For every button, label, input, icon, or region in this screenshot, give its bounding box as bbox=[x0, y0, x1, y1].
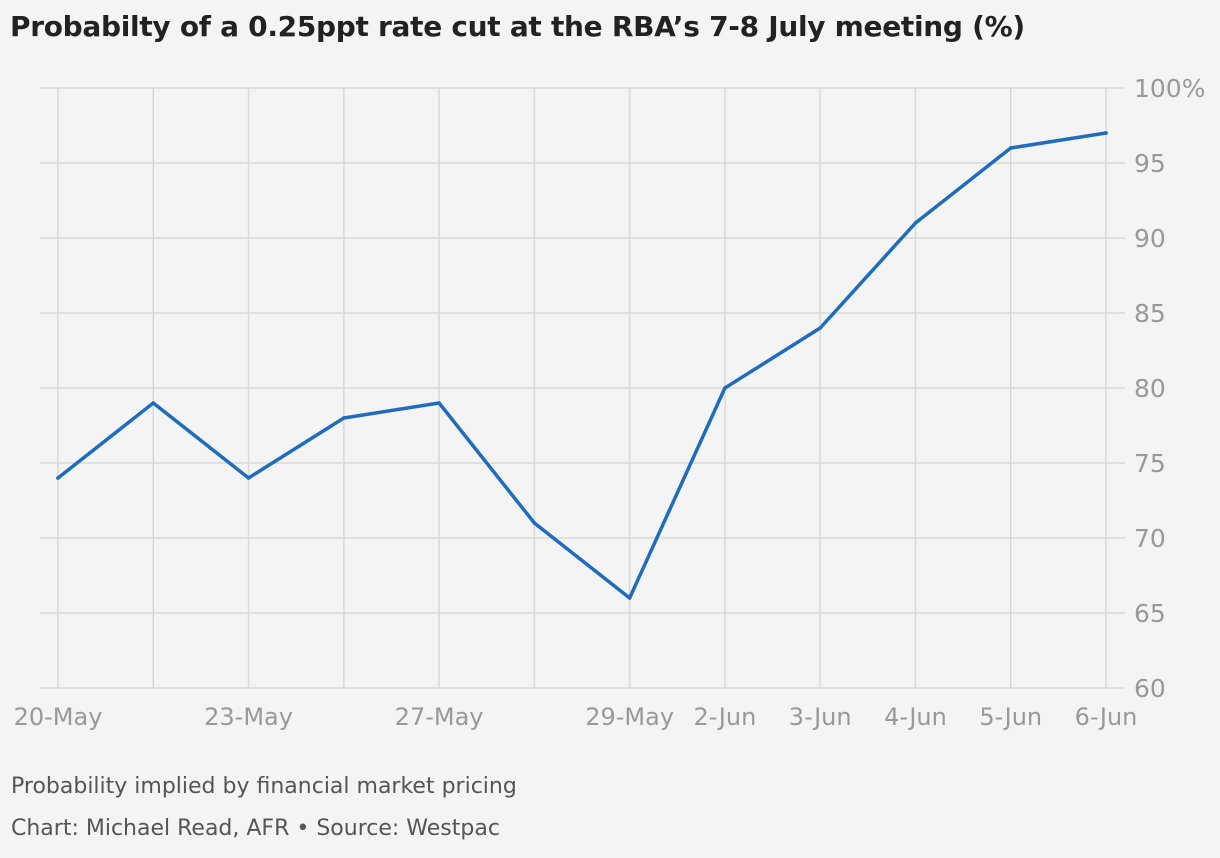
data-point bbox=[246, 476, 251, 480]
y-tick-label: 75 bbox=[1134, 449, 1166, 478]
x-tick-label: 23-May bbox=[204, 703, 293, 731]
x-tick-label: 3-Jun bbox=[789, 703, 852, 731]
data-point bbox=[723, 386, 727, 390]
chart-subtitle: Probability implied by financial market … bbox=[11, 774, 517, 799]
chart-credit: Chart: Michael Read, AFR • Source: Westp… bbox=[11, 816, 500, 841]
y-tick-label: 65 bbox=[1134, 599, 1166, 628]
x-tick-label: 6-Jun bbox=[1075, 703, 1138, 731]
y-tick-label: 70 bbox=[1134, 524, 1166, 553]
x-tick-label: 4-Jun bbox=[884, 703, 947, 731]
y-tick-label: 85 bbox=[1134, 299, 1166, 328]
data-point bbox=[818, 326, 822, 330]
x-tick-label: 29-May bbox=[585, 703, 674, 731]
data-point bbox=[532, 521, 537, 525]
x-tick-label: 5-Jun bbox=[979, 703, 1042, 731]
data-point bbox=[437, 401, 441, 405]
x-tick-label: 2-Jun bbox=[694, 703, 757, 731]
y-tick-label: 95 bbox=[1134, 149, 1166, 178]
data-point bbox=[627, 596, 632, 600]
data-point bbox=[1104, 131, 1108, 135]
chart-title: Probabilty of a 0.25ppt rate cut at the … bbox=[10, 10, 1025, 43]
data-point bbox=[342, 416, 346, 420]
data-point bbox=[151, 401, 156, 405]
data-point bbox=[56, 476, 60, 480]
data-point bbox=[1008, 146, 1013, 150]
y-tick-label: 100% bbox=[1134, 74, 1205, 103]
y-tick-label: 90 bbox=[1134, 224, 1166, 253]
series-line bbox=[56, 131, 1108, 600]
x-tick-label: 27-May bbox=[395, 703, 484, 731]
y-tick-label: 80 bbox=[1134, 374, 1166, 403]
y-tick-label: 60 bbox=[1134, 674, 1166, 703]
x-tick-label: 20-May bbox=[14, 703, 103, 731]
data-point bbox=[913, 221, 918, 225]
